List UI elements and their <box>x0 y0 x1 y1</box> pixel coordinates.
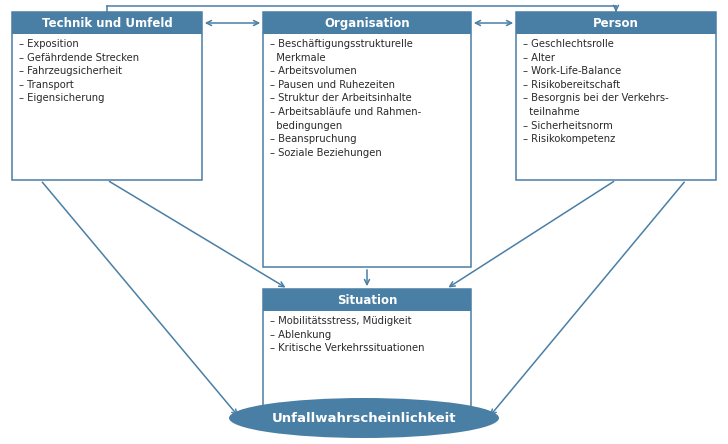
Bar <box>263 289 471 311</box>
Text: Person: Person <box>593 16 639 29</box>
Bar <box>263 289 471 407</box>
Text: – Exposition
– Gefährdende Strecken
– Fahrzeugsicherheit
– Transport
– Eigensich: – Exposition – Gefährdende Strecken – Fa… <box>19 39 139 103</box>
Text: – Beschäftigungsstrukturelle
  Merkmale
– Arbeitsvolumen
– Pausen und Ruhezeiten: – Beschäftigungsstrukturelle Merkmale – … <box>270 39 422 158</box>
Bar <box>263 12 471 34</box>
Bar <box>516 12 716 180</box>
Bar <box>516 12 716 180</box>
Bar <box>263 12 471 267</box>
Text: – Mobilitätsstress, Müdigkeit
– Ablenkung
– Kritische Verkehrssituationen: – Mobilitätsstress, Müdigkeit – Ablenkun… <box>270 316 424 353</box>
Ellipse shape <box>229 398 499 438</box>
Bar <box>263 12 471 267</box>
Bar <box>12 12 202 34</box>
Text: Technik und Umfeld: Technik und Umfeld <box>41 16 173 29</box>
Text: – Geschlechtsrolle
– Alter
– Work-Life-Balance
– Risikobereitschaft
– Besorgnis : – Geschlechtsrolle – Alter – Work-Life-B… <box>523 39 669 144</box>
Text: Organisation: Organisation <box>324 16 410 29</box>
Text: Situation: Situation <box>337 293 397 306</box>
Text: Unfallwahrscheinlichkeit: Unfallwahrscheinlichkeit <box>272 412 456 424</box>
Bar <box>12 12 202 180</box>
Bar <box>12 12 202 180</box>
Bar <box>263 289 471 407</box>
Bar <box>516 12 716 34</box>
